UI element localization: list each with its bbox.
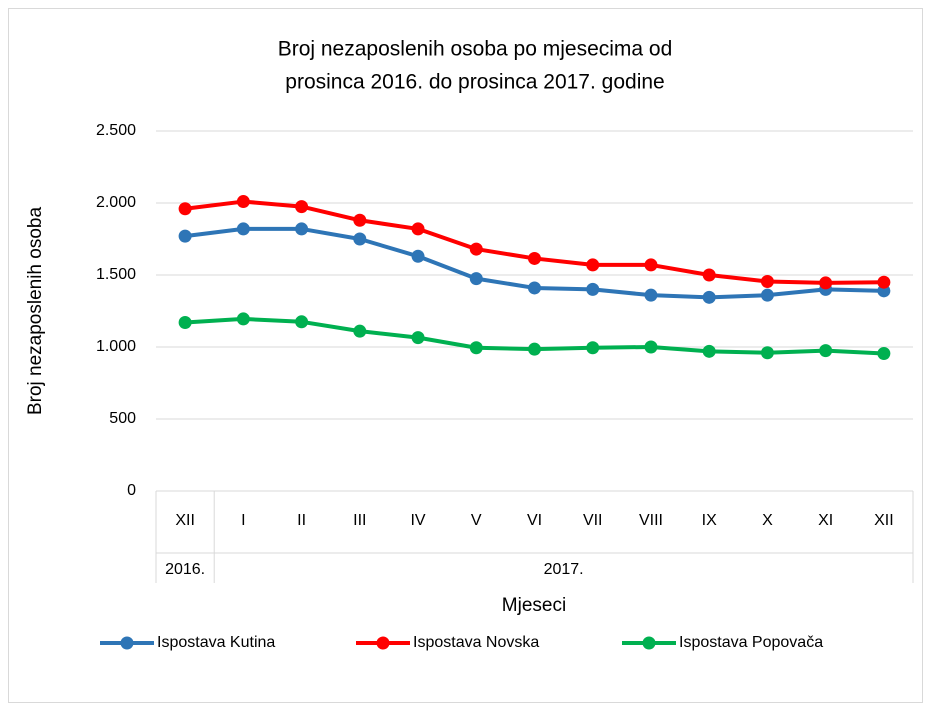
y-tick-label: 1.000: [96, 338, 136, 355]
x-tick-label: XII: [874, 512, 894, 529]
data-point: [644, 288, 658, 302]
data-point: [353, 213, 367, 227]
data-point: [877, 346, 891, 360]
data-point: [586, 258, 600, 272]
data-point: [702, 344, 716, 358]
data-point: [760, 274, 774, 288]
x-tick-label: III: [353, 512, 366, 529]
x-tick-label: VII: [583, 512, 603, 529]
data-point: [877, 275, 891, 289]
data-point: [702, 290, 716, 304]
x-tick-label: XI: [818, 512, 833, 529]
group-label: 2016.: [165, 561, 205, 578]
data-point: [295, 200, 309, 214]
x-tick-label: XII: [175, 512, 195, 529]
legend-label: Ispostava Popovača: [679, 634, 823, 651]
data-point: [644, 258, 658, 272]
data-point: [760, 288, 774, 302]
data-point: [586, 341, 600, 355]
data-point: [644, 340, 658, 354]
data-point: [528, 251, 541, 265]
data-point: [819, 276, 833, 290]
chart-title: Broj nezaposlenih osoba po mjesecima od: [278, 38, 673, 61]
data-point: [469, 341, 483, 355]
data-point: [469, 242, 483, 256]
y-tick-label: 1.500: [96, 266, 136, 283]
data-point: [411, 249, 425, 263]
data-point: [702, 268, 716, 282]
x-tick-label: X: [762, 512, 773, 529]
chart-title: prosinca 2016. do prosinca 2017. godine: [285, 71, 664, 94]
data-point: [528, 342, 541, 356]
data-point: [353, 232, 367, 246]
data-point: [295, 222, 309, 236]
data-point: [469, 272, 483, 286]
legend-marker: [642, 636, 656, 650]
y-tick-label: 500: [109, 410, 136, 427]
data-point: [411, 222, 425, 236]
x-tick-label: I: [241, 512, 245, 529]
legend-label: Ispostava Novska: [413, 634, 539, 651]
y-tick-label: 2.000: [96, 194, 136, 211]
data-point: [178, 202, 192, 216]
chart-frame: [8, 8, 923, 703]
y-tick-label: 2.500: [96, 122, 136, 139]
x-tick-label: IV: [410, 512, 425, 529]
x-tick-label: VI: [527, 512, 542, 529]
legend-marker: [376, 636, 390, 650]
legend-label: Ispostava Kutina: [157, 634, 275, 651]
data-point: [760, 346, 774, 360]
data-point: [236, 222, 250, 236]
x-tick-label: VIII: [639, 512, 663, 529]
data-point: [236, 312, 250, 326]
data-point: [178, 316, 192, 330]
y-axis-title: Broj nezaposlenih osoba: [25, 207, 46, 416]
x-axis-title: Mjeseci: [502, 595, 566, 616]
x-tick-label: II: [297, 512, 306, 529]
data-point: [819, 344, 833, 358]
data-point: [353, 324, 367, 338]
x-tick-label: V: [471, 512, 482, 529]
data-point: [178, 229, 192, 243]
data-point: [528, 281, 541, 295]
data-point: [411, 331, 425, 345]
data-point: [295, 315, 309, 329]
group-label: 2017.: [544, 561, 584, 578]
y-tick-label: 0: [127, 482, 136, 499]
legend-marker: [120, 636, 134, 650]
x-tick-label: IX: [702, 512, 717, 529]
data-point: [586, 282, 600, 296]
data-point: [236, 195, 250, 209]
